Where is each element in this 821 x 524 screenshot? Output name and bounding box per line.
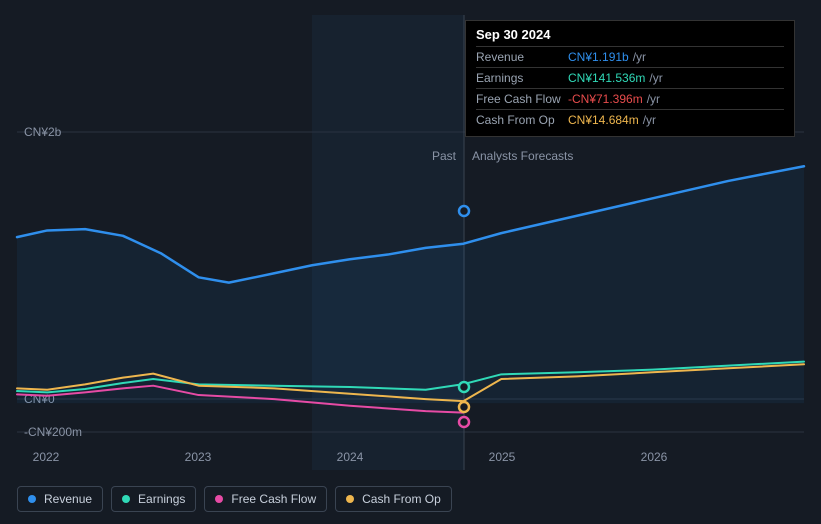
legend-swatch — [346, 495, 354, 503]
tooltip-row-suffix: /yr — [647, 92, 660, 106]
legend-label: Cash From Op — [362, 492, 441, 506]
marker-revenue — [459, 206, 469, 216]
tooltip-row-suffix: /yr — [633, 50, 646, 64]
tooltip-date: Sep 30 2024 — [476, 27, 784, 46]
tooltip-row: Free Cash Flow-CN¥71.396m/yr — [476, 88, 784, 109]
forecast-label: Analysts Forecasts — [472, 149, 573, 163]
tooltip-row-value: -CN¥71.396m — [568, 92, 643, 106]
tooltip-row-label: Revenue — [476, 50, 568, 64]
chart-legend: Revenue Earnings Free Cash Flow Cash From O… — [17, 486, 452, 512]
chart-tooltip: Sep 30 2024 RevenueCN¥1.191b/yrEarningsC… — [465, 20, 795, 137]
x-axis-label: 2025 — [489, 450, 516, 464]
tooltip-row-suffix: /yr — [643, 113, 656, 127]
marker-cfo — [459, 402, 469, 412]
x-axis-label: 2024 — [337, 450, 364, 464]
legend-label: Revenue — [44, 492, 92, 506]
tooltip-row-suffix: /yr — [649, 71, 662, 85]
tooltip-row: Cash From OpCN¥14.684m/yr — [476, 109, 784, 130]
y-axis-label: -CN¥200m — [24, 425, 82, 439]
legend-item-fcf[interactable]: Free Cash Flow — [204, 486, 327, 512]
legend-swatch — [215, 495, 223, 503]
legend-swatch — [28, 495, 36, 503]
legend-item-revenue[interactable]: Revenue — [17, 486, 103, 512]
x-axis-label: 2023 — [185, 450, 212, 464]
tooltip-row-label: Cash From Op — [476, 113, 568, 127]
x-axis-label: 2026 — [641, 450, 668, 464]
x-axis-label: 2022 — [33, 450, 60, 464]
tooltip-row-label: Free Cash Flow — [476, 92, 568, 106]
financial-chart: CN¥2bCN¥0-CN¥200mPastAnalysts Forecasts2… — [0, 0, 821, 524]
tooltip-row-value: CN¥14.684m — [568, 113, 639, 127]
tooltip-row: EarningsCN¥141.536m/yr — [476, 67, 784, 88]
marker-fcf — [459, 417, 469, 427]
legend-label: Earnings — [138, 492, 185, 506]
legend-label: Free Cash Flow — [231, 492, 316, 506]
legend-swatch — [122, 495, 130, 503]
y-axis-label: CN¥2b — [24, 125, 62, 139]
tooltip-row-label: Earnings — [476, 71, 568, 85]
legend-item-cfo[interactable]: Cash From Op — [335, 486, 452, 512]
past-label: Past — [432, 149, 457, 163]
tooltip-row-value: CN¥1.191b — [568, 50, 629, 64]
tooltip-row-value: CN¥141.536m — [568, 71, 645, 85]
tooltip-row: RevenueCN¥1.191b/yr — [476, 46, 784, 67]
legend-item-earnings[interactable]: Earnings — [111, 486, 196, 512]
marker-earnings — [459, 382, 469, 392]
